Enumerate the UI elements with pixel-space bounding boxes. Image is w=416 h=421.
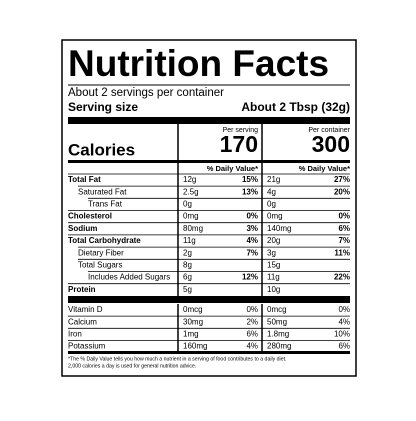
amount: 1.8mg xyxy=(267,330,289,339)
daily-value: 7% xyxy=(338,236,350,245)
daily-value: 0% xyxy=(338,212,350,221)
nutrient-label: Protein xyxy=(68,285,96,294)
serving-size-label: Serving size xyxy=(68,100,138,114)
amount: 0mcg xyxy=(183,305,203,314)
amount: 0g xyxy=(183,200,192,209)
amount: 6g xyxy=(183,273,192,282)
daily-value: 3% xyxy=(246,224,258,233)
nutrient-label: Saturated Fat xyxy=(78,187,127,196)
serving-size: About 2 Tbsp (32g) xyxy=(241,100,350,114)
footnote: 2,000 calories a day is used for general… xyxy=(68,363,196,369)
amount: 2.5g xyxy=(183,187,199,196)
nutrient-label: Calcium xyxy=(68,317,97,326)
nutrient-label: Total Fat xyxy=(68,175,101,184)
nutrient-label: Potassium xyxy=(68,342,106,351)
daily-value: 15% xyxy=(242,175,258,184)
calories-label: Calories xyxy=(68,140,135,159)
daily-value: 6% xyxy=(246,330,258,339)
daily-value: 0% xyxy=(246,305,258,314)
amount: 280mg xyxy=(267,342,291,351)
amount: 15g xyxy=(267,261,280,270)
dv-header: % Daily Value* xyxy=(207,164,258,173)
daily-value: 22% xyxy=(334,273,350,282)
daily-value: 4% xyxy=(246,342,258,351)
column-header: Per serving xyxy=(223,127,259,134)
title: Nutrition Facts xyxy=(68,43,329,84)
amount: 11g xyxy=(267,273,280,282)
daily-value: 27% xyxy=(334,175,350,184)
nutrient-label: Cholesterol xyxy=(68,212,112,221)
amount: 0g xyxy=(267,200,276,209)
calories-value: 300 xyxy=(312,131,350,157)
servings: About 2 servings per container xyxy=(68,87,224,99)
amount: 50mg xyxy=(267,317,287,326)
amount: 10g xyxy=(267,285,280,294)
nutrient-label: Trans Fat xyxy=(88,200,123,209)
thick-bar xyxy=(68,117,350,124)
dv-header: % Daily Value* xyxy=(299,164,350,173)
nutrient-label: Dietary Fiber xyxy=(78,248,124,257)
column-header: Per container xyxy=(308,127,350,134)
nutrient-label: Total Carbohydrate xyxy=(68,236,141,245)
nutrient-label: Vitamin D xyxy=(68,305,103,314)
amount: 30mg xyxy=(183,317,203,326)
amount: 11g xyxy=(183,236,196,245)
daily-value: 0% xyxy=(246,212,258,221)
amount: 4g xyxy=(267,187,276,196)
daily-value: 2% xyxy=(246,317,258,326)
amount: 0mcg xyxy=(267,305,287,314)
daily-value: 20% xyxy=(334,187,350,196)
amount: 0mg xyxy=(183,212,199,221)
thick-bar xyxy=(68,296,350,303)
amount: 80mg xyxy=(183,224,203,233)
amount: 12g xyxy=(183,175,196,184)
amount: 3g xyxy=(267,248,276,257)
daily-value: 7% xyxy=(246,248,258,257)
daily-value: 4% xyxy=(246,236,258,245)
label-border xyxy=(61,39,357,377)
amount: 5g xyxy=(183,285,192,294)
nutrient-label: Sodium xyxy=(68,224,97,233)
amount: 21g xyxy=(267,175,280,184)
nutrient-label: Includes Added Sugars xyxy=(88,273,170,282)
daily-value: 10% xyxy=(334,330,350,339)
amount: 160mg xyxy=(183,342,207,351)
daily-value: 13% xyxy=(242,187,258,196)
amount: 2g xyxy=(183,248,192,257)
amount: 140mg xyxy=(267,224,291,233)
daily-value: 4% xyxy=(338,317,350,326)
daily-value: 6% xyxy=(338,224,350,233)
footnote: *The % Daily Value tells you how much a … xyxy=(68,356,286,362)
daily-value: 6% xyxy=(338,342,350,351)
daily-value: 0% xyxy=(338,305,350,314)
amount: 0mg xyxy=(267,212,283,221)
amount: 8g xyxy=(183,261,192,270)
medium-bar xyxy=(68,160,350,163)
daily-value: 11% xyxy=(334,248,350,257)
nutrient-label: Total Sugars xyxy=(78,261,122,270)
amount: 1mg xyxy=(183,330,199,339)
nutrient-label: Iron xyxy=(68,330,82,339)
daily-value: 12% xyxy=(242,273,258,282)
amount: 20g xyxy=(267,236,280,245)
medium-bar xyxy=(68,351,350,354)
calories-value: 170 xyxy=(220,131,258,157)
